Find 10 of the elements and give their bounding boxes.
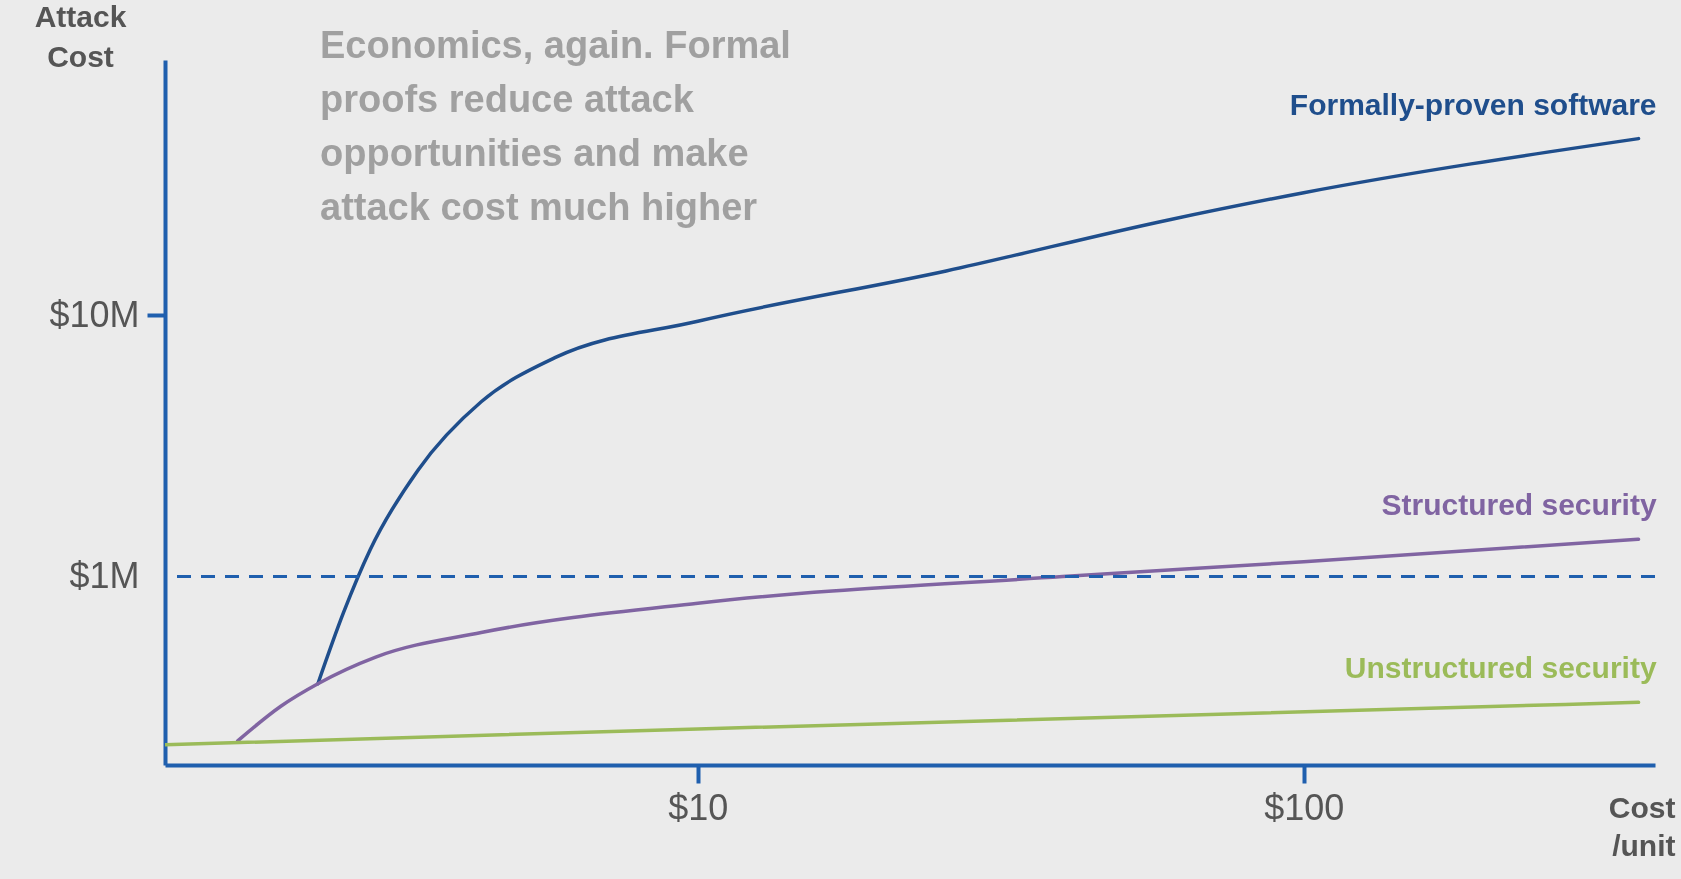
series-label: Formally-proven software <box>1289 87 1657 121</box>
series-label: Structured security <box>1381 488 1657 522</box>
y-tick-label: $1M <box>69 555 140 597</box>
y-axis-title: Attack Cost <box>34 0 127 73</box>
x-tick-label: $10 <box>668 786 729 828</box>
series-label: Unstructured security <box>1344 651 1657 685</box>
x-axis-title: Cost /unit <box>1608 790 1676 862</box>
annotation: Economics, again. Formal proofs reduce attack opportunities and make attack cost much higher <box>320 24 791 228</box>
y-tick-label: $10M <box>49 293 140 335</box>
x-tick-label: $100 <box>1264 786 1345 828</box>
